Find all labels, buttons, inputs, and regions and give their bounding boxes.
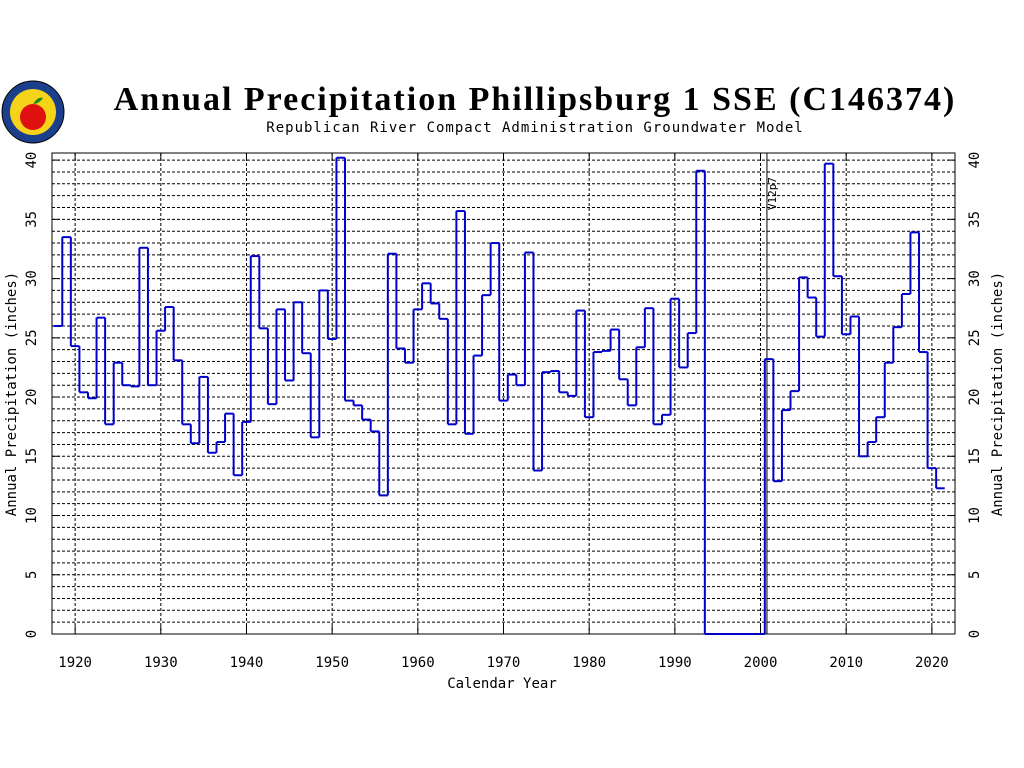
y-tick-label: 30 (24, 270, 40, 287)
y2-tick-label: 15 (967, 448, 983, 465)
y-tick-label: 15 (24, 448, 40, 465)
logo (1, 80, 65, 144)
x-axis-label: Calendar Year (447, 676, 557, 692)
y-tick-label: 10 (24, 507, 40, 524)
y-axis-label: Annual Precipitation (inches) (4, 272, 20, 516)
x-tick-label: 1950 (315, 655, 349, 671)
x-tick-label: 1970 (487, 655, 521, 671)
x-tick-label: 1960 (401, 655, 435, 671)
y2-tick-label: 20 (967, 389, 983, 406)
x-tick-label: 2000 (744, 655, 778, 671)
x-tick-label: 1930 (144, 655, 178, 671)
x-tick-label: 1990 (658, 655, 692, 671)
y-tick-label: 5 (24, 571, 40, 579)
plot-frame (51, 152, 956, 635)
y2-tick-label: 25 (967, 329, 983, 346)
y2-tick-label: 5 (967, 571, 983, 579)
y-tick-label: 0 (24, 630, 40, 638)
x-tick-label: 2010 (829, 655, 863, 671)
chart-title: Annual Precipitation Phillipsburg 1 SSE … (114, 81, 957, 118)
y-tick-label: 40 (24, 152, 40, 169)
y-tick-label: 20 (24, 389, 40, 406)
y-tick-label: 25 (24, 329, 40, 346)
y2-tick-label: 30 (967, 270, 983, 287)
x-tick-label: 1940 (230, 655, 264, 671)
x-tick-label: 2020 (915, 655, 949, 671)
y2-tick-label: 35 (967, 211, 983, 228)
y-tick-label: 35 (24, 211, 40, 228)
y2-tick-label: 0 (967, 630, 983, 638)
y2-tick-label: 10 (967, 507, 983, 524)
x-tick-label: 1980 (572, 655, 606, 671)
x-tick-label: 1920 (58, 655, 92, 671)
chart-subtitle: Republican River Compact Administration … (266, 120, 803, 136)
reference-label: V12p7 (766, 177, 779, 210)
y2-axis-label: Annual Precipitation (inches) (990, 272, 1006, 516)
y2-tick-label: 40 (967, 152, 983, 169)
